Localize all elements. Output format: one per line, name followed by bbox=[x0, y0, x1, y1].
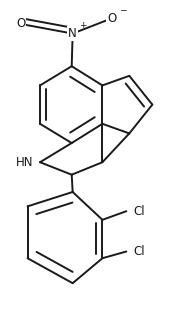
Text: O: O bbox=[16, 17, 25, 30]
Text: −: − bbox=[119, 6, 126, 15]
Text: N: N bbox=[68, 27, 77, 40]
Text: +: + bbox=[79, 21, 87, 30]
Text: O: O bbox=[107, 12, 117, 25]
Text: HN: HN bbox=[16, 156, 33, 169]
Text: Cl: Cl bbox=[133, 245, 145, 258]
Text: Cl: Cl bbox=[133, 205, 145, 218]
